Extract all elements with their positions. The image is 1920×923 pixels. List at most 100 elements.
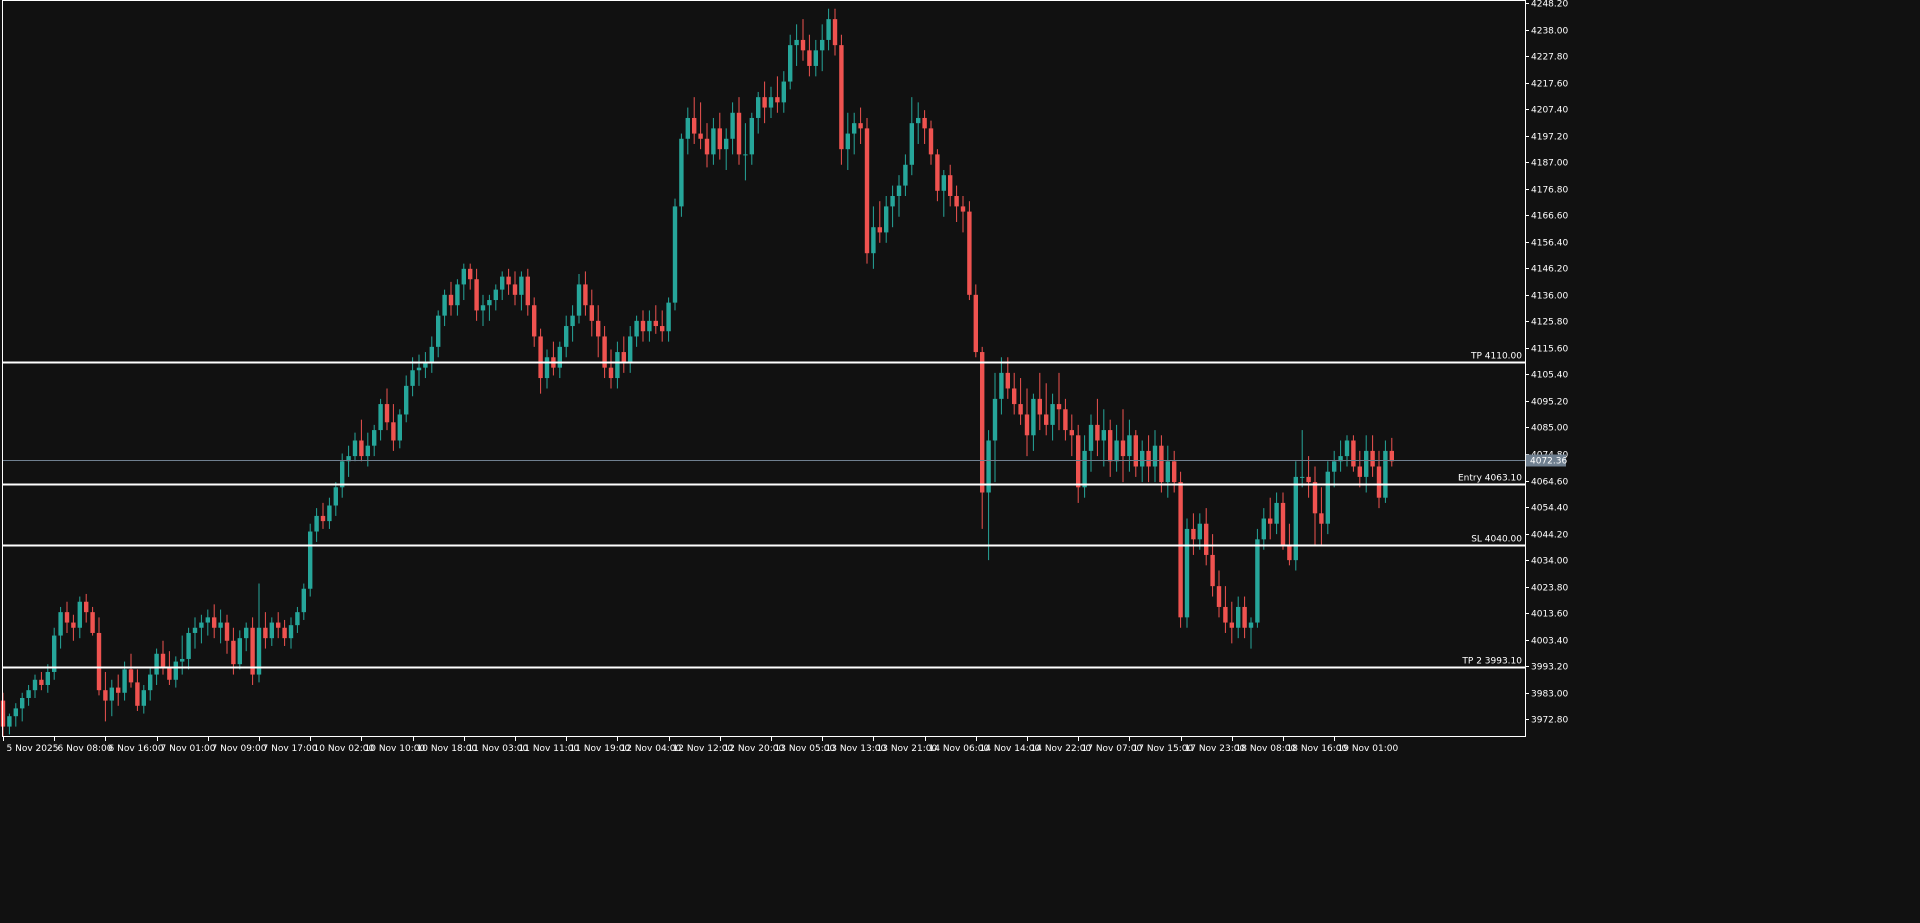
candle-body <box>640 320 646 332</box>
candle <box>704 123 710 168</box>
candle-body <box>1216 586 1222 607</box>
candle-body <box>122 669 127 693</box>
candle-body <box>1152 445 1158 467</box>
candle <box>1351 435 1356 472</box>
candle-body <box>615 352 620 379</box>
time-tick-label: 7 Nov 01:00 <box>161 744 216 754</box>
candle-body <box>404 385 409 415</box>
candle-body <box>1076 435 1081 488</box>
candle <box>493 284 498 311</box>
candle <box>1248 617 1254 649</box>
candle <box>103 671 108 722</box>
candle-body <box>13 708 18 717</box>
candle <box>570 305 575 342</box>
candle <box>999 357 1004 415</box>
candle-body <box>1293 476 1298 561</box>
price-axis[interactable]: 4248.20 4238.00 4227.80 4217.60 4207.40 4197.… <box>1525 0 1568 726</box>
candle <box>1012 372 1017 415</box>
candle-body <box>237 638 242 665</box>
candle-body <box>1031 398 1036 436</box>
candle <box>13 703 18 727</box>
candle <box>288 617 294 649</box>
candle-body <box>1108 430 1113 462</box>
candle <box>512 271 518 306</box>
candle-body <box>589 305 594 321</box>
candle <box>71 614 76 641</box>
candle-body <box>621 352 626 363</box>
candle <box>730 102 735 155</box>
candle-body <box>173 661 178 680</box>
candle-body <box>244 627 249 639</box>
candle-body <box>154 653 159 675</box>
candle-body <box>781 81 786 103</box>
candle-body <box>1101 430 1106 441</box>
candle <box>410 357 415 397</box>
candle-body <box>1229 622 1234 628</box>
candle-body <box>807 50 812 66</box>
candle <box>1280 492 1286 550</box>
price-tick-label: 4085.00 <box>1531 424 1568 434</box>
candle-body <box>308 531 313 589</box>
plot-border <box>2 0 1526 737</box>
candle <box>1140 440 1145 483</box>
candle-body <box>922 117 927 129</box>
candle-body <box>756 97 761 118</box>
candle <box>736 97 742 165</box>
candle-body <box>1044 414 1049 425</box>
candle-body <box>1287 544 1292 561</box>
candle <box>871 206 876 269</box>
candle <box>352 432 358 462</box>
candles-layer <box>0 8 1394 737</box>
candle <box>628 326 633 373</box>
candle <box>564 315 569 358</box>
candle-body <box>717 128 722 150</box>
price-tick-label: 4217.60 <box>1531 80 1568 90</box>
candle-body <box>160 653 166 667</box>
candle <box>596 305 601 358</box>
time-tick-label: 11 Nov 19:00 <box>570 744 631 754</box>
candle-body <box>1165 461 1170 483</box>
candle <box>1268 497 1273 540</box>
candle <box>384 388 390 431</box>
candle <box>448 281 454 316</box>
candle <box>788 34 793 90</box>
candle-body <box>973 294 978 353</box>
candle <box>96 617 102 696</box>
candle <box>1204 508 1209 566</box>
price-tick-label: 4136.00 <box>1531 292 1568 302</box>
price-tick-label: 4197.20 <box>1531 133 1568 143</box>
candle-body <box>32 679 38 691</box>
candle-body <box>84 601 89 613</box>
candle-body <box>1376 466 1382 498</box>
candle-body <box>954 195 959 207</box>
candle-body <box>7 716 12 727</box>
candle <box>269 617 274 646</box>
candle <box>1088 414 1094 472</box>
candle-body <box>1300 476 1305 478</box>
candle-body <box>564 326 569 347</box>
candle-body <box>608 367 614 379</box>
candle <box>672 198 678 311</box>
candle <box>192 617 198 649</box>
time-tick-label: 14 Nov 14:00 <box>980 744 1041 754</box>
candle <box>1383 440 1388 503</box>
candle <box>1364 435 1369 493</box>
candle <box>858 107 863 144</box>
candle-body <box>1261 518 1266 540</box>
candle-body <box>288 625 294 639</box>
price-tick-label: 4238.00 <box>1531 27 1568 37</box>
candle-body <box>346 456 351 462</box>
candle-body <box>1389 450 1394 462</box>
candle <box>314 508 319 542</box>
candle-body <box>1274 502 1279 524</box>
price-tick-label: 3972.80 <box>1531 716 1568 726</box>
time-axis[interactable]: 5 Nov 2025 6 Nov 08:006 Nov 16:007 Nov 01… <box>3 737 1399 754</box>
candle-body <box>506 276 511 285</box>
candle <box>1338 440 1343 472</box>
candle <box>980 346 985 529</box>
candle-body <box>205 617 210 623</box>
candle-body <box>871 227 876 254</box>
candle <box>77 596 82 639</box>
